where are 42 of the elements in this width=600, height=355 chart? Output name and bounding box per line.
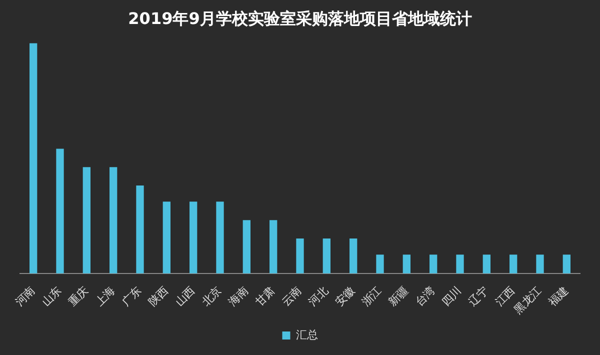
bar [30, 43, 38, 274]
x-tick-label: 河北 [306, 284, 331, 309]
chart-title: 2019年9月学校实验室采购落地项目省地域统计 [128, 8, 472, 28]
x-tick-label: 甘肃 [252, 284, 278, 309]
x-tick-label: 广东 [119, 284, 144, 309]
bar [402, 254, 410, 274]
bar [562, 254, 570, 274]
bar [482, 254, 490, 274]
x-tick-label: 台湾 [412, 284, 438, 309]
x-tick-label: 辽宁 [466, 284, 491, 309]
bar [430, 254, 438, 274]
legend-label: 汇总 [296, 328, 318, 342]
bar [242, 220, 250, 274]
bar [216, 202, 224, 274]
x-tick-label: 四川 [439, 284, 464, 309]
bar [270, 220, 278, 274]
bar [82, 167, 90, 274]
x-tick-label: 福建 [546, 284, 571, 309]
x-tick-label: 浙江 [359, 284, 384, 309]
x-tick-label: 云南 [279, 284, 304, 309]
bar [56, 148, 64, 274]
bar [190, 202, 198, 274]
x-tick-label: 海南 [226, 284, 251, 309]
bar [110, 167, 118, 274]
bar [322, 238, 330, 274]
bar [536, 254, 544, 274]
bar [376, 254, 384, 274]
x-tick-label: 北京 [199, 284, 224, 309]
bar [162, 202, 170, 274]
x-tick-label: 山东 [39, 284, 64, 309]
bar [510, 254, 518, 274]
x-tick-label: 陕西 [146, 284, 171, 309]
x-tick-label: 新疆 [386, 284, 411, 309]
x-tick-label: 重庆 [66, 284, 91, 309]
x-tick-label: 安徽 [332, 284, 358, 309]
bar [136, 186, 144, 274]
bar [456, 254, 464, 274]
x-tick-label: 河南 [12, 284, 38, 309]
bar [350, 238, 358, 274]
x-tick-label: 上海 [92, 284, 118, 309]
x-tick-label: 山西 [172, 284, 198, 309]
bar [296, 238, 304, 274]
